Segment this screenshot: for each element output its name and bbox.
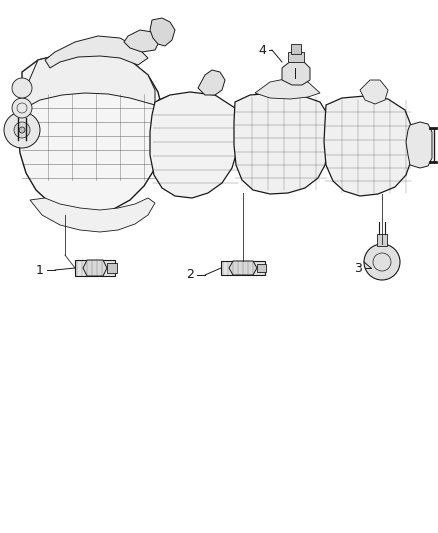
Circle shape	[19, 127, 25, 133]
Polygon shape	[360, 80, 388, 104]
Polygon shape	[255, 78, 320, 99]
Polygon shape	[124, 30, 160, 52]
Text: 3: 3	[354, 262, 362, 274]
Polygon shape	[198, 70, 225, 95]
Polygon shape	[324, 96, 412, 196]
Polygon shape	[45, 36, 148, 68]
Bar	[221, 261, 265, 275]
Bar	[257, 264, 266, 272]
Circle shape	[12, 78, 32, 98]
Bar	[288, 52, 304, 62]
Polygon shape	[83, 260, 107, 276]
Bar	[291, 44, 301, 54]
Polygon shape	[234, 93, 328, 194]
Polygon shape	[229, 261, 257, 275]
Circle shape	[14, 122, 30, 138]
Polygon shape	[406, 122, 432, 168]
Polygon shape	[150, 92, 240, 198]
Polygon shape	[30, 198, 155, 232]
Circle shape	[364, 244, 400, 280]
Polygon shape	[282, 60, 310, 85]
Text: 4: 4	[258, 44, 266, 56]
Polygon shape	[25, 52, 155, 108]
Polygon shape	[18, 52, 163, 215]
Bar	[107, 263, 117, 273]
Bar	[75, 260, 115, 276]
Bar	[377, 234, 387, 246]
Polygon shape	[158, 96, 182, 142]
Text: 2: 2	[186, 269, 194, 281]
Circle shape	[12, 98, 32, 118]
Polygon shape	[150, 18, 175, 46]
Circle shape	[4, 112, 40, 148]
Text: 1: 1	[36, 263, 44, 277]
